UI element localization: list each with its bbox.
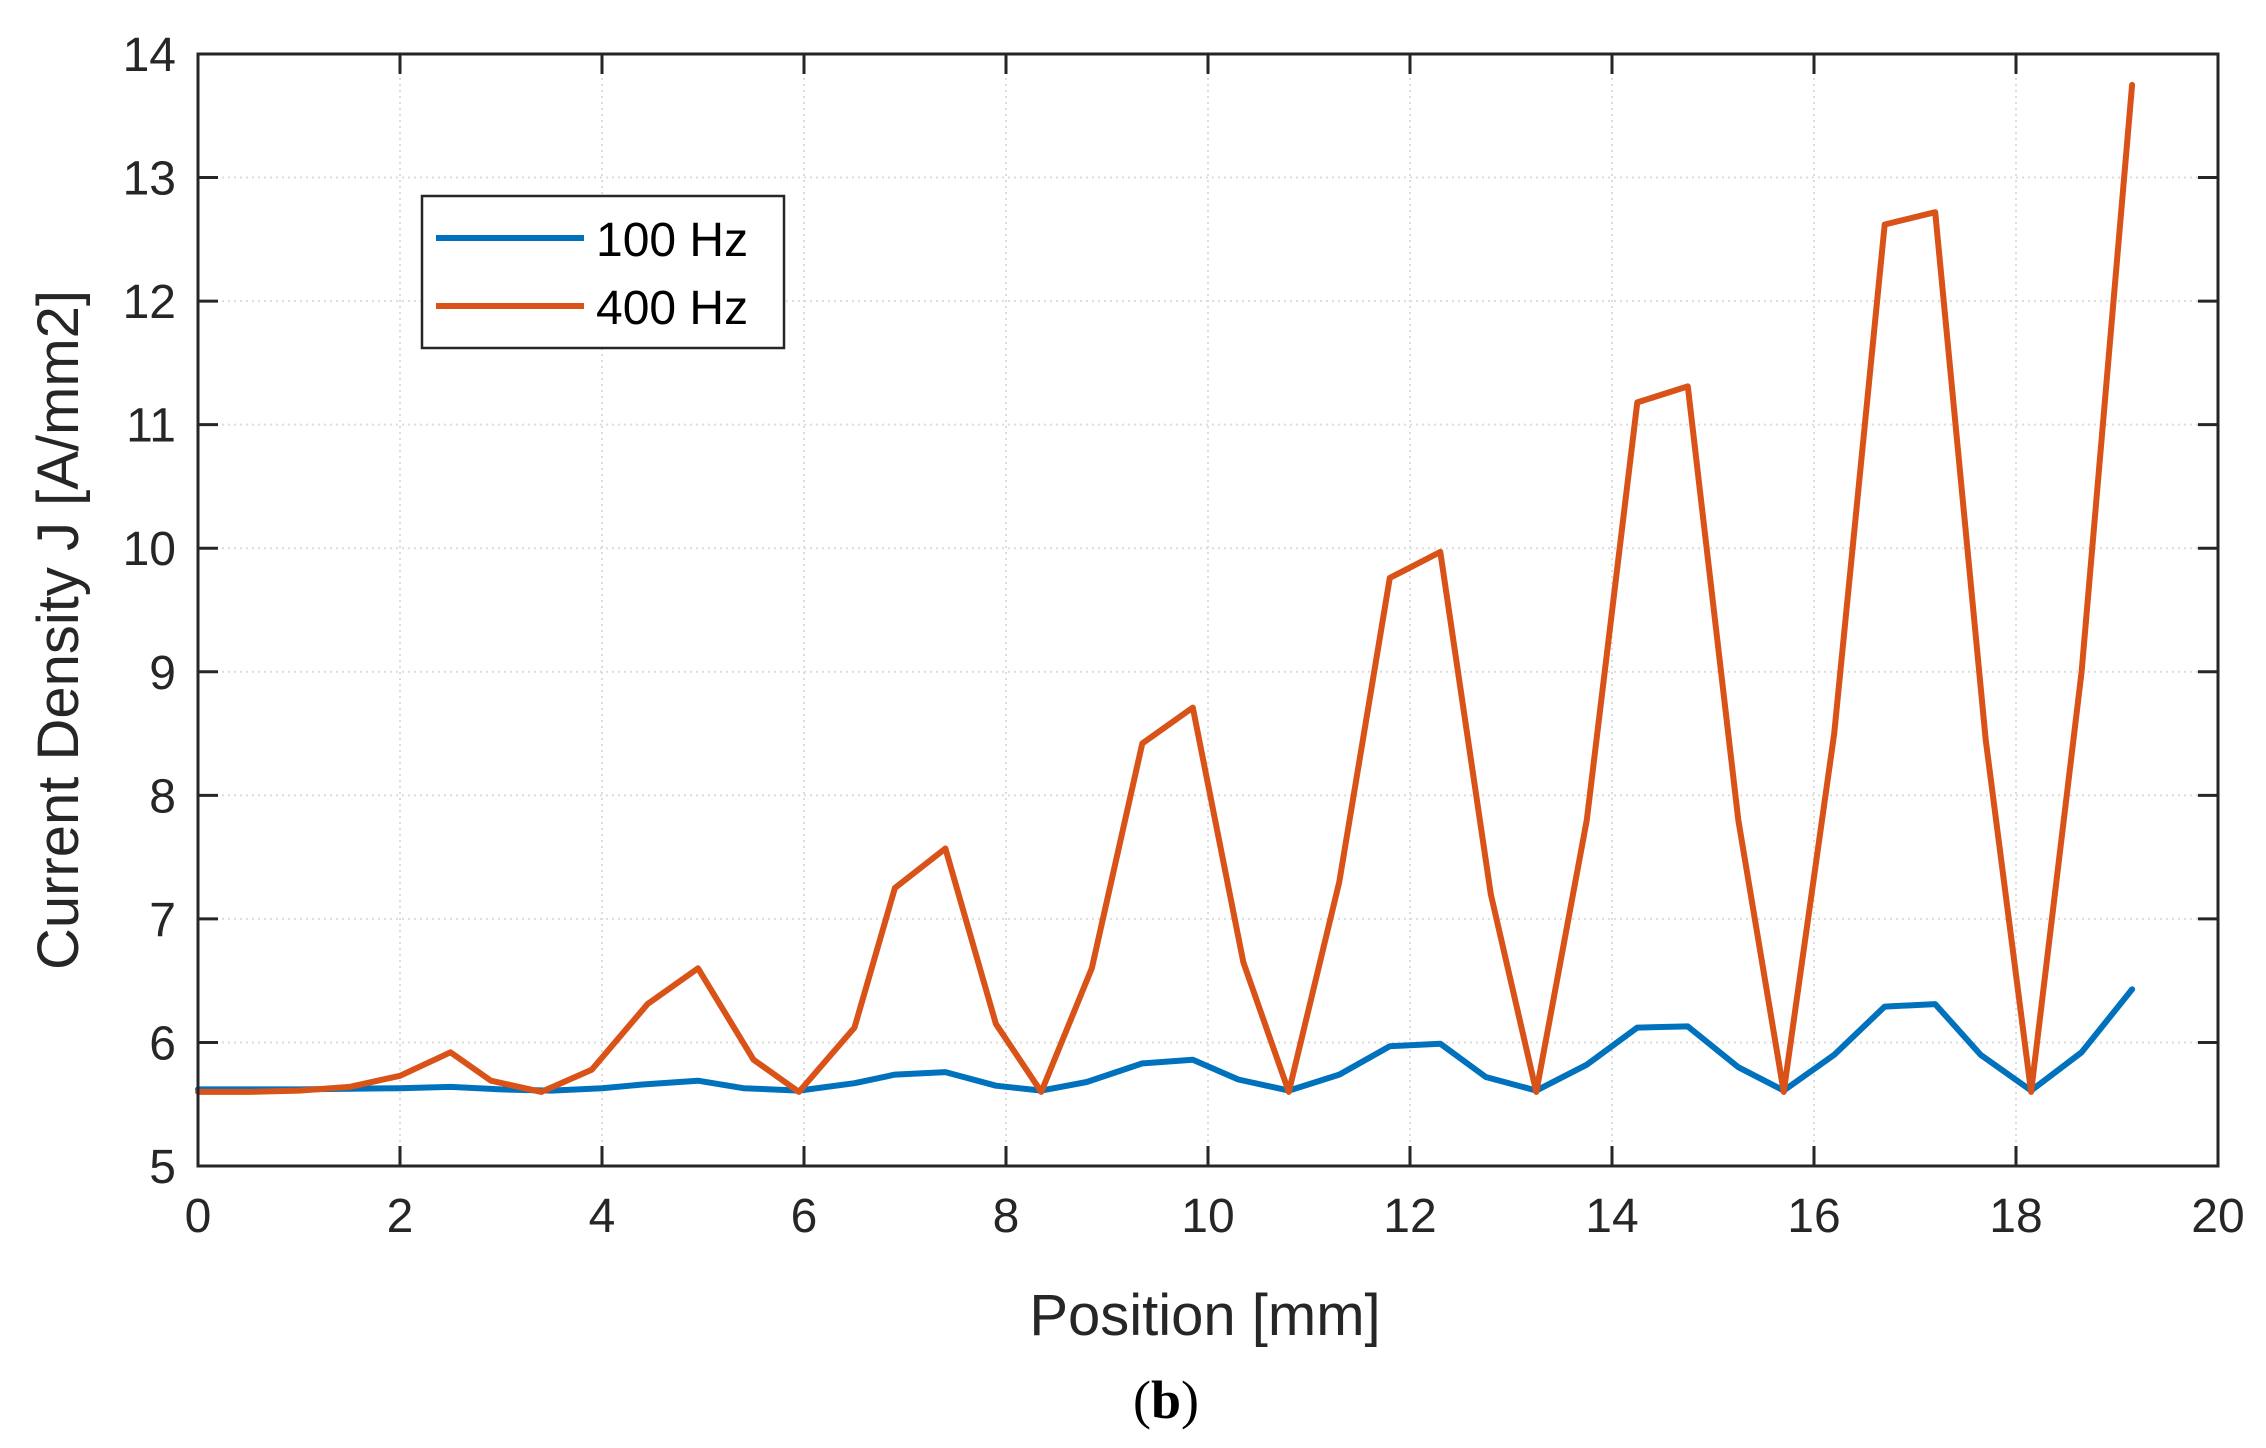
y-tick-label: 10 <box>123 523 176 576</box>
series-lines <box>195 81 2136 1095</box>
legend-label-400hz: 400 Hz <box>596 282 748 335</box>
x-tick-label: 4 <box>589 1190 616 1243</box>
series-line-100hz <box>195 986 2136 1094</box>
x-tick-label: 0 <box>185 1190 212 1243</box>
x-tick-label: 10 <box>1181 1190 1234 1243</box>
y-tick-label: 14 <box>123 29 176 82</box>
x-tick-label: 16 <box>1787 1190 1840 1243</box>
x-tick-label: 14 <box>1585 1190 1638 1243</box>
x-tick-label: 12 <box>1383 1190 1436 1243</box>
panel-label: (b) <box>1133 1370 1199 1430</box>
axis-ticks <box>196 52 2220 1168</box>
y-axis-title: Current Density J [A/mm2] <box>26 290 91 970</box>
x-tick-label: 2 <box>387 1190 414 1243</box>
x-tick-label: 6 <box>791 1190 818 1243</box>
x-axis-title: Position [mm] <box>1029 1283 1380 1348</box>
legend-box <box>420 194 786 350</box>
legend: 100 Hz 400 Hz <box>420 194 786 350</box>
y-tick-label: 7 <box>149 894 176 947</box>
x-tick-label: 18 <box>1989 1190 2042 1243</box>
panel-label-open: ( <box>1133 1370 1151 1430</box>
y-tick-label: 6 <box>149 1017 176 1070</box>
panel-label-letter: b <box>1151 1370 1181 1430</box>
y-tick-labels: 5 6 7 8 9 10 11 12 13 14 <box>123 29 176 1194</box>
panel-label-close: ) <box>1181 1370 1199 1430</box>
y-tick-label: 5 <box>149 1141 176 1194</box>
series-line-400hz <box>195 81 2136 1095</box>
y-tick-label: 9 <box>149 647 176 700</box>
x-tick-label: 8 <box>993 1190 1020 1243</box>
x-tick-labels: 0 2 4 6 8 10 12 14 16 18 20 <box>185 1190 2245 1243</box>
y-tick-label: 11 <box>126 400 176 453</box>
x-tick-label: 20 <box>2191 1190 2244 1243</box>
y-tick-label: 8 <box>149 770 176 823</box>
y-tick-label: 12 <box>123 276 176 329</box>
y-tick-label: 13 <box>123 153 176 206</box>
legend-label-100hz: 100 Hz <box>596 214 748 267</box>
